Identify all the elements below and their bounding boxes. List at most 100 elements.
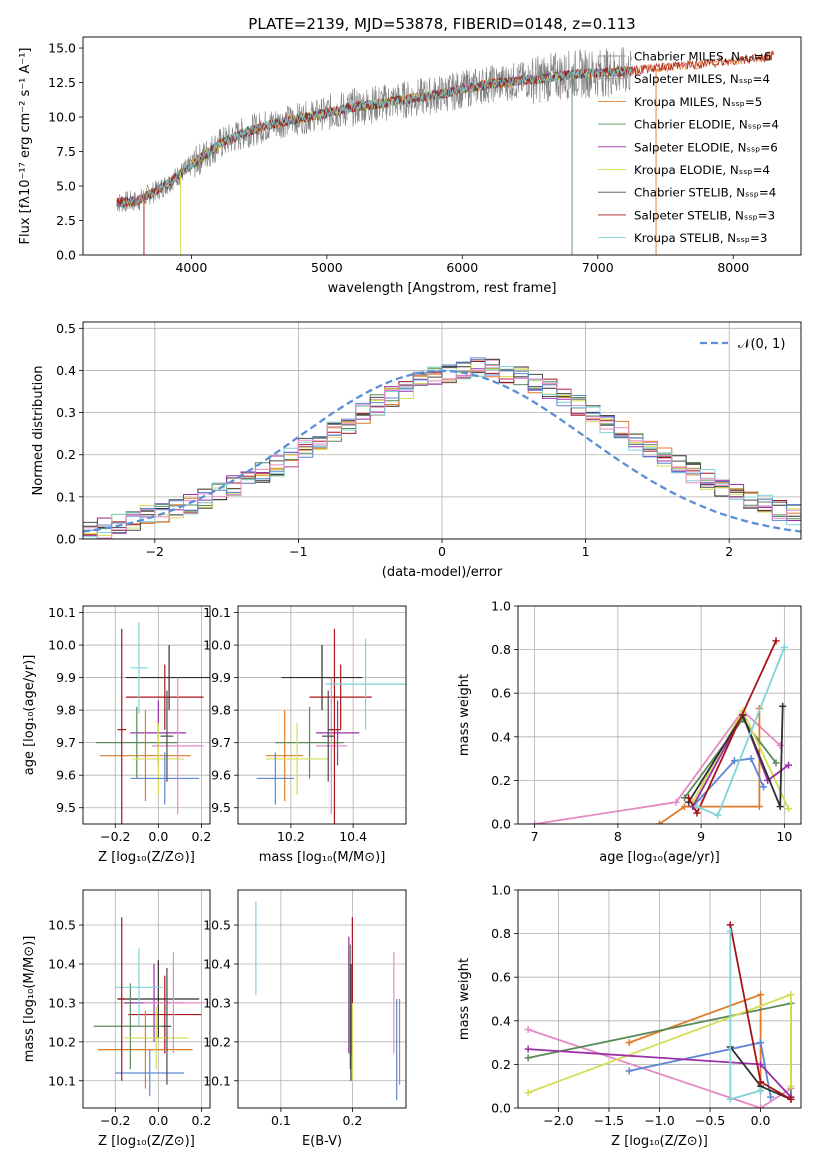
residuals-ytick-label: 0.1 — [56, 489, 76, 504]
massweight-vs-Z-ytick-label: 0.8 — [491, 926, 511, 941]
massweight-vs-Z-ytick-label: 0.0 — [491, 1101, 511, 1116]
massweight-vs-age-series-line — [696, 647, 786, 817]
mass-vs-Z-plot — [93, 917, 204, 1097]
residuals-ytick-label: 0.0 — [56, 532, 76, 547]
age-vs-Z-ytick-label: 9.7 — [56, 735, 76, 750]
mass-vs-Z-ytick-label: 10.2 — [48, 1034, 76, 1049]
massweight-vs-Z-xtick-label: −0.5 — [695, 1113, 725, 1128]
massweight-vs-age-series-line — [692, 757, 765, 808]
mass-vs-ebv-xlabel: E(B-V) — [302, 1134, 342, 1149]
massweight-vs-age-plot — [531, 637, 793, 824]
age-vs-Z-frame — [82, 605, 211, 825]
spectrum-ytick-label: 15.0 — [48, 41, 76, 56]
age-vs-mass-plot — [256, 628, 406, 824]
massweight-vs-age-series-line — [658, 708, 761, 824]
mass-vs-ebv-ytick-label: 10.4 — [203, 956, 231, 971]
age-vs-mass-ytick-label: 9.6 — [211, 768, 231, 783]
spectrum-legend-entry: Kroupa MILES, Nₛₛₚ=5 — [634, 95, 762, 109]
age-vs-Z-xtick-label: 0.0 — [148, 829, 168, 844]
mass-vs-ebv-xtick-label: 0.2 — [342, 1113, 362, 1128]
age-vs-mass-axes: 10.2 10.4 9.5 9.6 9.7 9.8 9.9 10.0 10.1 mass [log… — [203, 605, 406, 865]
mass-vs-Z-ytick-label: 10.3 — [48, 995, 76, 1010]
spectrum-plot — [116, 47, 774, 255]
spectrum-axes: 4000 5000 6000 7000 8000 0.0 2.5 5.0 7.5 10.0 12.5… — [18, 41, 749, 296]
spectrum-legend-entry: Kroupa STELIB, Nₛₛₚ=3 — [634, 231, 767, 245]
age-vs-Z-ytick-label: 9.5 — [56, 800, 76, 815]
residuals-xtick-label: 1 — [582, 544, 590, 559]
massweight-vs-age-axes: 7 8 9 10 0.0 0.2 0.4 0.6 0.8 1.0 age [log₁₀(age/yr… — [457, 599, 801, 865]
mass-vs-ebv-plot — [255, 901, 401, 1101]
spectrum-model-line — [116, 66, 632, 208]
mass-vs-ebv-xtick-label: 0.1 — [271, 1113, 291, 1128]
massweight-vs-age-ytick-label: 0.0 — [491, 817, 511, 832]
massweight-vs-Z-xtick-label: 0.0 — [751, 1113, 771, 1128]
spectrum-legend-entry: Salpeter MILES, Nₛₛₚ=4 — [634, 72, 770, 86]
residuals-histogram — [83, 365, 801, 539]
residuals-normal-curve — [83, 369, 801, 533]
spectrum-ytick-label: 0.0 — [56, 248, 76, 263]
spectrum-legend-entry: Salpeter ELODIE, Nₛₛₚ=6 — [634, 140, 778, 154]
spectrum-legend-entry: Chabrier STELIB, Nₛₛₚ=4 — [634, 186, 776, 200]
age-vs-mass-ytick-label: 9.7 — [211, 735, 231, 750]
age-vs-Z-xtick-label: −0.2 — [100, 829, 130, 844]
massweight-vs-Z-frame — [517, 889, 802, 1109]
age-vs-mass-ytick-label: 10.1 — [203, 605, 231, 620]
residuals-xlabel: (data-model)/error — [382, 565, 503, 580]
spectrum-frame — [82, 36, 802, 256]
age-vs-Z-ylabel: age [log₁₀(age/yr)] — [22, 655, 37, 776]
spectrum-ytick-label: 12.5 — [48, 75, 76, 90]
residuals-ytick-label: 0.2 — [56, 447, 76, 462]
massweight-vs-Z-xtick-label: −2.0 — [543, 1113, 573, 1128]
massweight-vs-age-xtick-label: 10 — [776, 829, 792, 844]
residuals-ylabel: Normed distribution — [31, 366, 46, 496]
age-vs-mass-ytick-label: 9.9 — [211, 670, 231, 685]
mass-vs-Z-xtick-label: −0.2 — [100, 1113, 130, 1128]
massweight-vs-age-xtick-label: 8 — [614, 829, 622, 844]
mass-vs-ebv-axes: 0.1 0.2 10.1 10.2 10.3 10.4 10.5 E(B-V) — [203, 890, 406, 1149]
spectrum-xtick-label: 5000 — [311, 260, 343, 275]
residuals-plot — [83, 357, 801, 539]
residuals-xtick-label: −1 — [289, 544, 307, 559]
age-vs-Z-ytick-label: 10.0 — [48, 638, 76, 653]
mass-vs-ebv-ytick-label: 10.5 — [203, 918, 231, 933]
mass-vs-Z-ytick-label: 10.4 — [48, 956, 76, 971]
spectrum-title: PLATE=2139, MJD=53878, FIBERID=0148, z=0… — [248, 15, 635, 33]
spectrum-ytick-label: 5.0 — [56, 179, 76, 194]
age-vs-Z-ytick-label: 10.1 — [48, 605, 76, 620]
massweight-vs-age-ytick-label: 0.2 — [491, 773, 511, 788]
massweight-vs-Z-plot — [524, 921, 795, 1108]
massweight-vs-Z-series-line — [629, 1041, 772, 1098]
age-vs-Z-plot — [95, 622, 210, 824]
massweight-vs-Z-ytick-label: 0.4 — [491, 1013, 511, 1028]
massweight-vs-Z-ytick-label: 1.0 — [491, 883, 511, 898]
spectrum-ylabel: Flux [fλ10⁻¹⁷ erg cm⁻² s⁻¹ A⁻¹] — [18, 48, 33, 245]
mass-vs-Z-xtick-label: 0.2 — [191, 1113, 211, 1128]
spectrum-legend-entry: Salpeter STELIB, Nₛₛₚ=3 — [634, 208, 775, 222]
spectrum-model-line — [116, 66, 632, 206]
massweight-vs-Z-xlabel: Z [log₁₀(Z/Z⊙)] — [611, 1134, 708, 1149]
age-vs-mass-xtick-label: 10.2 — [277, 829, 305, 844]
massweight-vs-age-ylabel: mass weight — [457, 674, 472, 756]
massweight-vs-age-xtick-label: 9 — [697, 829, 705, 844]
mass-vs-Z-frame — [82, 889, 211, 1109]
massweight-vs-Z-xtick-label: −1.5 — [594, 1113, 624, 1128]
spectrum-ytick-label: 7.5 — [56, 144, 76, 159]
age-vs-Z-ytick-label: 9.9 — [56, 670, 76, 685]
residuals-frame — [82, 321, 802, 540]
massweight-vs-age-series-line — [534, 709, 781, 824]
spectrum-legend-entry: Kroupa ELODIE, Nₛₛₚ=4 — [634, 163, 770, 177]
spectrum-model-line — [116, 66, 632, 209]
spectrum-model-line — [116, 67, 632, 207]
massweight-vs-age-xlabel: age [log₁₀(age/yr)] — [599, 850, 720, 865]
spectrum-xtick-label: 6000 — [446, 260, 478, 275]
residuals-xtick-label: −2 — [146, 544, 164, 559]
spectrum-xtick-label: 4000 — [175, 260, 207, 275]
massweight-vs-age-frame — [517, 605, 802, 825]
residuals-xtick-label: 0 — [438, 544, 446, 559]
mass-vs-ebv-ytick-label: 10.2 — [203, 1034, 231, 1049]
age-vs-Z-ytick-label: 9.8 — [56, 703, 76, 718]
age-vs-mass-ytick-label: 10.0 — [203, 638, 231, 653]
residuals-legend-entry: 𝒩(0, 1) — [738, 337, 785, 352]
mass-vs-Z-xlabel: Z [log₁₀(Z/Z⊙)] — [98, 1134, 195, 1149]
